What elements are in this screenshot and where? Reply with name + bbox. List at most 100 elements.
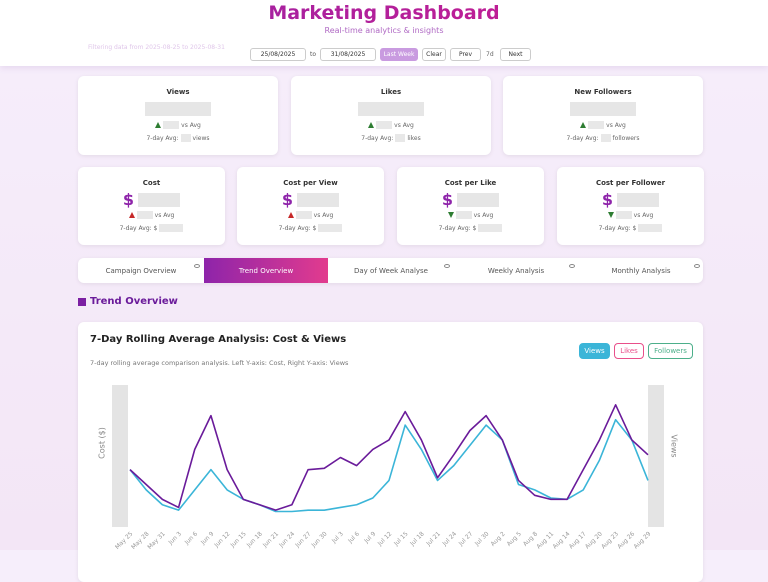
avg-label: 7-day Avg: $ xyxy=(438,224,477,232)
x-tick-label: Jul 15 xyxy=(392,530,410,548)
value-box xyxy=(159,224,184,232)
kpi-value xyxy=(297,192,340,207)
x-tick-label: Jul 3 xyxy=(330,530,345,545)
trend-arrow xyxy=(368,122,375,128)
x-tick-label: Jun 6 xyxy=(183,530,199,546)
toggle-button[interactable]: Views xyxy=(579,343,610,359)
tab[interactable]: Campaign Overview xyxy=(105,266,177,275)
trend-arrow xyxy=(287,212,294,218)
kpi-avg: 7-day Avg: views xyxy=(78,134,278,142)
tab[interactable]: Trend Overview xyxy=(204,258,328,283)
kpi-title: Cost per Follower xyxy=(595,179,666,187)
compare-label: vs Avg xyxy=(633,211,654,219)
value-box xyxy=(295,211,312,219)
value-box xyxy=(478,224,503,232)
currency: $ xyxy=(281,190,294,209)
tab[interactable]: Monthly Analysis xyxy=(611,266,671,275)
avg-label: 7-day Avg: xyxy=(146,134,179,142)
kpi-title: Views xyxy=(166,88,190,96)
subtitle: Real-time analytics & insights xyxy=(324,26,444,35)
x-tick-label: Jul 24 xyxy=(441,530,459,548)
kpi-avg: 7-day Avg: likes xyxy=(291,134,491,142)
kpi-title: Cost per View xyxy=(283,179,338,187)
avg-label: 7-day Avg: xyxy=(566,134,599,142)
line-series xyxy=(129,404,649,511)
title: Marketing Dashboard xyxy=(0,2,768,24)
currency: $ xyxy=(601,190,614,209)
x-tick-label: Jun 15 xyxy=(229,530,248,549)
clear-button[interactable]: Clear xyxy=(422,48,446,61)
start-date[interactable]: 25/08/2025 xyxy=(250,48,306,61)
eye-icon xyxy=(694,264,700,268)
tab[interactable]: Day of Week Analyse xyxy=(354,266,428,275)
avg-unit: likes xyxy=(407,134,421,142)
x-tick-label: Jul 21 xyxy=(424,530,442,548)
value-box xyxy=(180,134,191,142)
x-tick-label: Aug 5 xyxy=(506,530,523,547)
tab[interactable]: Weekly Analysis xyxy=(487,266,545,275)
section-title: Trend Overview xyxy=(90,296,178,307)
x-tick-label: Jul 30 xyxy=(473,530,491,548)
kpi-card: Cost per Follower $ vs Avg 7-day Avg: $ xyxy=(557,167,704,245)
avg-label: 7-day Avg: xyxy=(361,134,394,142)
kpi-card: Likes vs Avg 7-day Avg: likes xyxy=(291,76,491,155)
compare-label: vs Avg xyxy=(313,211,334,219)
value-box xyxy=(600,134,611,142)
kpi-value xyxy=(358,102,424,116)
right-axis-bar xyxy=(648,385,664,527)
kpi-value xyxy=(457,192,500,207)
x-tick-label: Jun 3 xyxy=(167,530,183,546)
kpi-avg: 7-day Avg: followers xyxy=(503,134,703,142)
last-week-button[interactable]: Last Week xyxy=(380,48,418,61)
compare-label: vs Avg xyxy=(154,211,175,219)
x-tick-label: Jul 12 xyxy=(376,530,394,548)
left-axis-bar xyxy=(112,385,128,527)
value-box xyxy=(318,224,343,232)
kpi-value xyxy=(617,192,660,207)
chart-title: 7-Day Rolling Average Analysis: Cost & V… xyxy=(90,334,347,345)
kpi-compare: vs Avg xyxy=(237,211,384,219)
eye-icon xyxy=(194,264,200,268)
x-tick-label: Jul 6 xyxy=(346,530,361,545)
avg-unit: followers xyxy=(612,134,640,142)
toggle-button[interactable]: Followers xyxy=(648,343,693,359)
eye-icon xyxy=(569,264,575,268)
compare-label: vs Avg xyxy=(181,121,201,129)
compare-label: vs Avg xyxy=(473,211,494,219)
avg-label: 7-day Avg: $ xyxy=(598,224,637,232)
prev-button[interactable]: Prev xyxy=(450,48,481,61)
end-date[interactable]: 31/08/2025 xyxy=(320,48,376,61)
next-button[interactable]: Next xyxy=(500,48,531,61)
eye-icon xyxy=(444,264,450,268)
compare-label: vs Avg xyxy=(606,121,626,129)
trend-arrow xyxy=(128,212,135,218)
value-box xyxy=(615,211,632,219)
currency: $ xyxy=(122,190,135,209)
kpi-card: Cost per View $ vs Avg 7-day Avg: $ xyxy=(237,167,384,245)
kpi-compare: vs Avg xyxy=(397,211,544,219)
kpi-title: Cost per Like xyxy=(444,179,497,187)
kpi-card: Cost $ vs Avg 7-day Avg: $ xyxy=(78,167,225,245)
chart-subtitle: 7-day rolling average comparison analysi… xyxy=(90,359,349,367)
avg-label: 7-day Avg: $ xyxy=(119,224,158,232)
kpi-title: Cost xyxy=(142,179,161,187)
x-tick-label: Jun 30 xyxy=(310,530,329,549)
line-series xyxy=(129,418,649,513)
kpi-compare: vs Avg xyxy=(291,121,491,129)
toggle-button[interactable]: Likes xyxy=(614,343,644,359)
value-box xyxy=(136,211,153,219)
trend-arrow xyxy=(447,212,454,218)
x-tick-label: Aug 29 xyxy=(632,530,652,550)
kpi-avg: 7-day Avg: $ xyxy=(78,224,225,232)
x-tick-label: Jul 9 xyxy=(362,530,377,545)
section-icon xyxy=(78,298,86,306)
value-box xyxy=(395,134,406,142)
kpi-compare: vs Avg xyxy=(78,211,225,219)
x-tick-label: Aug 2 xyxy=(489,530,506,547)
kpi-avg: 7-day Avg: $ xyxy=(397,224,544,232)
value-box xyxy=(588,121,605,129)
x-tick-label: Jun 27 xyxy=(293,530,312,549)
value-box xyxy=(163,121,180,129)
trend-arrow xyxy=(155,122,162,128)
